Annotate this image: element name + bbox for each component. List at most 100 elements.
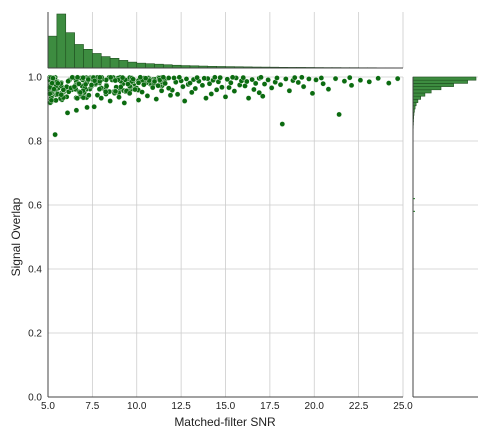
marginal-y-outlier-bar xyxy=(413,198,415,200)
y-tick-label: 0.4 xyxy=(28,265,42,276)
scatter-point xyxy=(91,77,98,84)
scatter-point xyxy=(325,86,332,92)
scatter-point xyxy=(65,78,71,85)
marginal-x-bar xyxy=(100,56,111,69)
scatter-point xyxy=(274,75,280,81)
x-tick-label: 25.0 xyxy=(393,401,413,412)
scatter-point xyxy=(295,79,302,86)
scatter-point xyxy=(176,74,183,81)
scatter-point xyxy=(256,89,263,96)
scatter-point xyxy=(58,91,65,98)
scatter-point xyxy=(228,79,234,86)
scatter-point xyxy=(320,80,326,87)
marginal-x-bar xyxy=(145,63,155,69)
marginal-y-bar xyxy=(412,92,426,97)
x-tick-labels: 5.0 7.5 10.0 12.5 15.0 17.5 20.0 22.5 25.0 xyxy=(41,401,413,412)
scatter-point xyxy=(318,75,325,81)
marginal-x-bar xyxy=(83,49,93,69)
scatter-point xyxy=(119,74,126,81)
scatter-point xyxy=(201,75,207,82)
scatter-point xyxy=(375,75,381,82)
scatter-point xyxy=(107,98,113,104)
scatter-point xyxy=(283,76,289,82)
scatter-point xyxy=(279,121,286,127)
scatter-point xyxy=(71,83,78,90)
scatter-point xyxy=(171,75,177,81)
marginal-x-histogram xyxy=(47,13,395,69)
scatter-point xyxy=(226,84,232,91)
y-tick-label: 0.0 xyxy=(28,393,42,404)
scatter-point xyxy=(85,76,92,83)
scatter-point xyxy=(112,77,119,84)
scatter-point xyxy=(139,89,145,95)
y-tick-labels: 0.0 0.2 0.4 0.6 0.8 1.0 xyxy=(28,73,42,404)
x-tick-label: 12.5 xyxy=(171,401,191,412)
scatter-point xyxy=(222,94,229,100)
scatter-point xyxy=(291,74,298,81)
scatter-point xyxy=(348,82,355,89)
scatter-point xyxy=(153,96,160,102)
scatter-point xyxy=(167,92,174,99)
scatter-point xyxy=(84,104,90,111)
scatter-point xyxy=(88,82,95,88)
scatter-point xyxy=(261,81,268,87)
scatter-point xyxy=(180,83,186,90)
scatter-point xyxy=(121,100,128,106)
scatter-point xyxy=(103,83,110,89)
scatter-point xyxy=(144,93,151,99)
marginal-y-bar xyxy=(412,95,421,100)
scatter-point xyxy=(183,76,190,82)
scatter-point xyxy=(74,95,81,102)
scatter-point xyxy=(82,81,89,88)
scatter-point xyxy=(224,76,231,83)
scatter-point xyxy=(132,86,138,93)
scatter-point xyxy=(74,74,81,81)
scatter-point xyxy=(107,74,114,81)
y-axis-title: Signal Overlap xyxy=(9,197,23,276)
scatter-point xyxy=(187,80,193,86)
scatter-point xyxy=(112,88,119,95)
scatter-point xyxy=(165,85,172,91)
scatter-point xyxy=(265,77,271,83)
marginal-y-histogram xyxy=(412,76,477,212)
x-tick-label: 7.5 xyxy=(85,401,99,412)
scatter-point xyxy=(229,74,236,81)
marginal-x-bar xyxy=(47,35,58,69)
y-tick-label: 1.0 xyxy=(28,73,42,84)
scatter-point xyxy=(252,80,259,87)
scatter-point xyxy=(212,74,218,81)
scatter-point xyxy=(231,88,238,94)
scatter-point xyxy=(117,84,124,90)
scatter-point xyxy=(309,90,316,97)
scatter-point xyxy=(151,78,158,85)
scatter-point xyxy=(217,74,223,81)
scatter-point xyxy=(300,83,307,90)
scatter-point xyxy=(77,89,84,96)
y-tick-label: 0.2 xyxy=(28,329,42,340)
y-tick-label: 0.8 xyxy=(28,137,42,148)
x-tick-label: 20.0 xyxy=(305,401,325,412)
marginal-y-bar xyxy=(412,76,477,81)
scatter-point xyxy=(394,75,401,82)
scatter-point xyxy=(94,92,101,98)
marginal-x-bar xyxy=(118,60,129,69)
scatter-point xyxy=(219,84,225,91)
marginal-y-bar xyxy=(412,83,454,87)
scatter-point xyxy=(249,76,255,83)
scatter-point xyxy=(240,74,247,81)
scatter-point xyxy=(137,74,144,81)
marginal-x-bar xyxy=(74,44,84,69)
marginal-y-bar xyxy=(412,99,419,103)
scatter-point xyxy=(96,86,103,92)
x-tick-label: 10.0 xyxy=(127,401,147,412)
scatter-point xyxy=(49,80,55,86)
x-tick-label: 5.0 xyxy=(41,401,55,412)
marginal-y-bar xyxy=(412,79,468,84)
scatter-point xyxy=(80,94,87,101)
scatter-point xyxy=(80,74,86,81)
scatter-point xyxy=(332,75,339,82)
scatter-point xyxy=(102,89,109,95)
scatter-point xyxy=(135,79,142,86)
scatter-point xyxy=(51,86,57,92)
marginal-x-bar xyxy=(154,63,164,69)
